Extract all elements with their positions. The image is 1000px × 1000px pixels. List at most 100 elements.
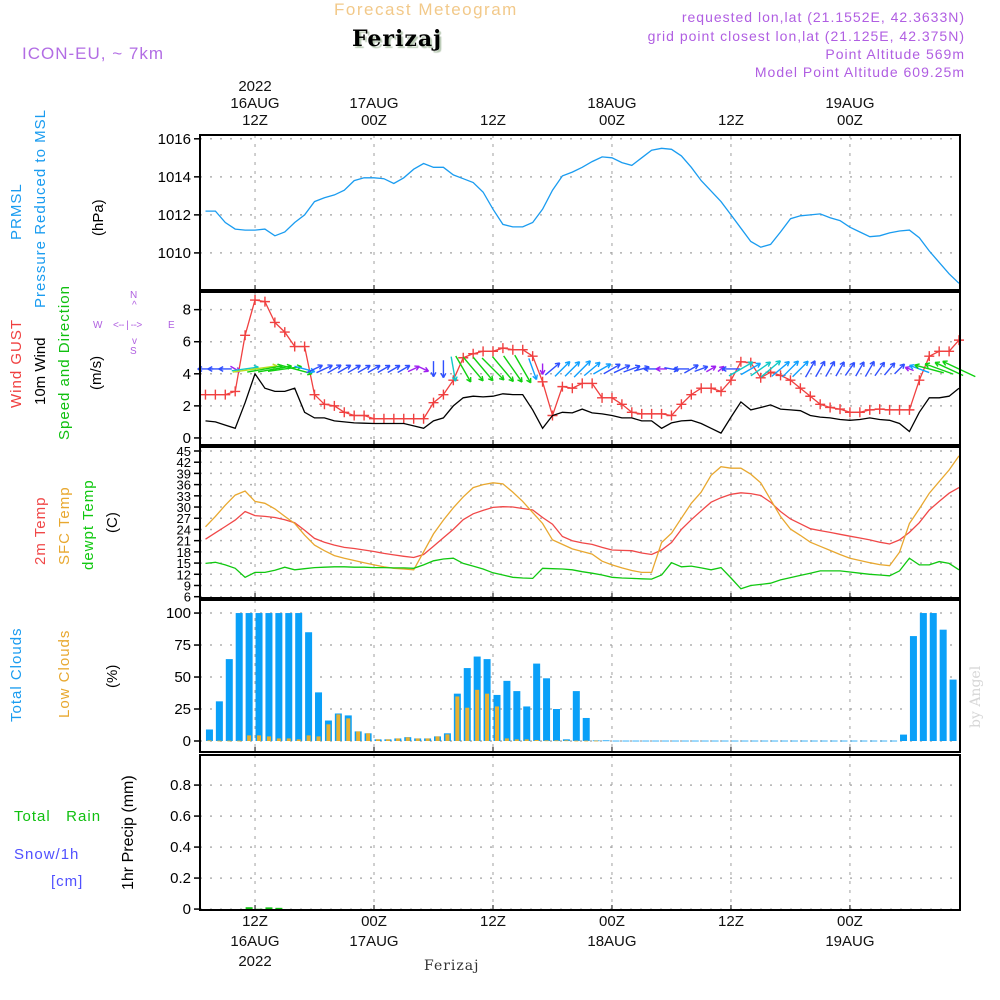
clouds-bar-total-clouds: [900, 734, 908, 741]
wind-direction-arrow: [218, 365, 232, 372]
gust-marker: [795, 383, 806, 394]
gust-marker: [805, 391, 816, 402]
clouds-bar-total-clouds: [939, 629, 947, 741]
clouds-bar-total-clouds: [761, 740, 769, 742]
clouds-bar-low-clouds: [425, 738, 430, 741]
precip-bar-total-rain: [265, 907, 273, 910]
wind-direction-arrow: [528, 358, 538, 381]
clouds-bar-total-clouds: [503, 680, 511, 741]
gust-marker: [319, 399, 330, 410]
clouds-bar-total-clouds: [265, 613, 273, 741]
wind-direction-arrow: [694, 365, 709, 373]
bottom-time-axis-label: 12Z: [242, 913, 268, 930]
clouds-bar-total-clouds: [543, 678, 551, 741]
gust-marker: [487, 346, 498, 357]
pressure-y-tick-label: 1012: [158, 207, 191, 224]
gust-marker: [666, 410, 677, 421]
clouds-bar-total-clouds: [929, 613, 937, 741]
clouds-bar-low-clouds: [316, 736, 321, 741]
clouds-bar-total-clouds: [860, 740, 868, 742]
gust-marker: [220, 389, 231, 400]
clouds-bar-low-clouds: [286, 738, 291, 741]
precip-y-tick-label: 0.4: [170, 839, 191, 856]
gust-marker: [934, 346, 945, 357]
pressure-series-prmsl: [205, 147, 960, 284]
gust-marker: [914, 375, 925, 386]
wind-direction-arrow: [539, 363, 546, 375]
clouds-bar-total-clouds: [909, 636, 917, 741]
compass-n: N: [130, 290, 138, 301]
wind-direction-arrow: [367, 364, 381, 374]
clouds-bar-low-clouds: [207, 740, 212, 742]
gust-marker: [230, 386, 241, 397]
gust-marker: [904, 404, 915, 415]
gust-marker: [240, 330, 251, 341]
wind-direction-arrow: [750, 361, 772, 377]
gust-marker: [250, 295, 261, 306]
wind-direction-arrow: [804, 360, 816, 378]
bottom-time-axis-label: 00Z: [361, 913, 387, 930]
bottom-time-axis-label: 00Z: [599, 913, 625, 930]
temp-y-tick-label: 30: [177, 500, 191, 515]
wind-direction-arrow: [908, 363, 930, 374]
clouds-bar-total-clouds: [602, 740, 610, 742]
clouds-bar-total-clouds: [721, 740, 729, 742]
clouds-bar-low-clouds: [544, 740, 549, 742]
clouds-bar-total-clouds: [830, 740, 838, 742]
top-time-axis-label: 00Z: [599, 112, 625, 129]
clouds-bar-low-clouds: [485, 693, 490, 741]
gust-marker: [884, 404, 895, 415]
wind-direction-arrow: [440, 360, 447, 379]
clouds-bar-total-clouds: [731, 740, 739, 742]
gust-marker: [815, 399, 826, 410]
top-time-axis-label: 17AUG: [349, 95, 399, 112]
clouds-bar-total-clouds: [612, 740, 620, 742]
gust-marker: [438, 389, 449, 400]
wind-direction-arrow: [472, 356, 494, 382]
clouds-bar-total-clouds: [305, 632, 313, 741]
wind-direction-arrow: [673, 365, 690, 372]
bottom-time-axis-label: 17AUG: [349, 933, 399, 950]
pressure-plot-area: [200, 135, 960, 290]
top-time-axis-label: 00Z: [361, 112, 387, 129]
pressure-y-tick-label: 1016: [158, 131, 191, 148]
model-point-altitude: Model Point Altitude 609.25m: [754, 64, 965, 80]
wind-direction-arrow: [327, 364, 342, 374]
clouds-bar-low-clouds: [475, 689, 480, 741]
wind-direction-arrow: [782, 360, 800, 378]
wind-direction-arrow: [347, 364, 362, 374]
gust-marker: [874, 404, 885, 415]
gust-marker: [309, 389, 320, 400]
gust-marker: [369, 413, 380, 424]
wind-direction-arrow: [503, 355, 523, 383]
wind-direction-arrow: [771, 360, 790, 377]
clouds-bar-total-clouds: [880, 740, 888, 742]
gust-marker: [944, 346, 955, 357]
precip-y-tick-label: 0.8: [170, 777, 191, 794]
top-time-axis-label: 12Z: [480, 112, 506, 129]
top-time-axis-label: 00Z: [837, 112, 863, 129]
clouds-bar-total-clouds: [285, 613, 293, 741]
top-time-axis-label: 12Z: [242, 112, 268, 129]
wind-direction-arrow: [573, 360, 592, 378]
gust-marker: [597, 392, 608, 403]
clouds-bar-total-clouds: [315, 692, 323, 741]
wind-direction-arrow: [914, 363, 944, 374]
wind-direction-arrow: [934, 361, 964, 377]
clouds-bar-total-clouds: [295, 613, 303, 741]
clouds-bar-low-clouds: [247, 735, 252, 741]
clouds-bar-total-clouds: [711, 740, 719, 742]
model-label: ICON-EU, ~ 7km: [22, 44, 164, 63]
gust-marker: [398, 413, 409, 424]
bottom-time-axis-label: 19AUG: [825, 933, 875, 950]
wind-direction-arrow: [825, 360, 836, 377]
gust-marker: [854, 407, 865, 418]
wind-direction-arrow: [481, 357, 505, 381]
temp-series-sfc-temp: [205, 455, 960, 574]
gust-marker: [567, 383, 578, 394]
compass-north-arrow: ^: [132, 300, 137, 311]
clouds-bar-low-clouds: [227, 740, 232, 742]
wind-direction-arrow: [544, 362, 561, 376]
wind-direction-arrow: [728, 361, 754, 377]
